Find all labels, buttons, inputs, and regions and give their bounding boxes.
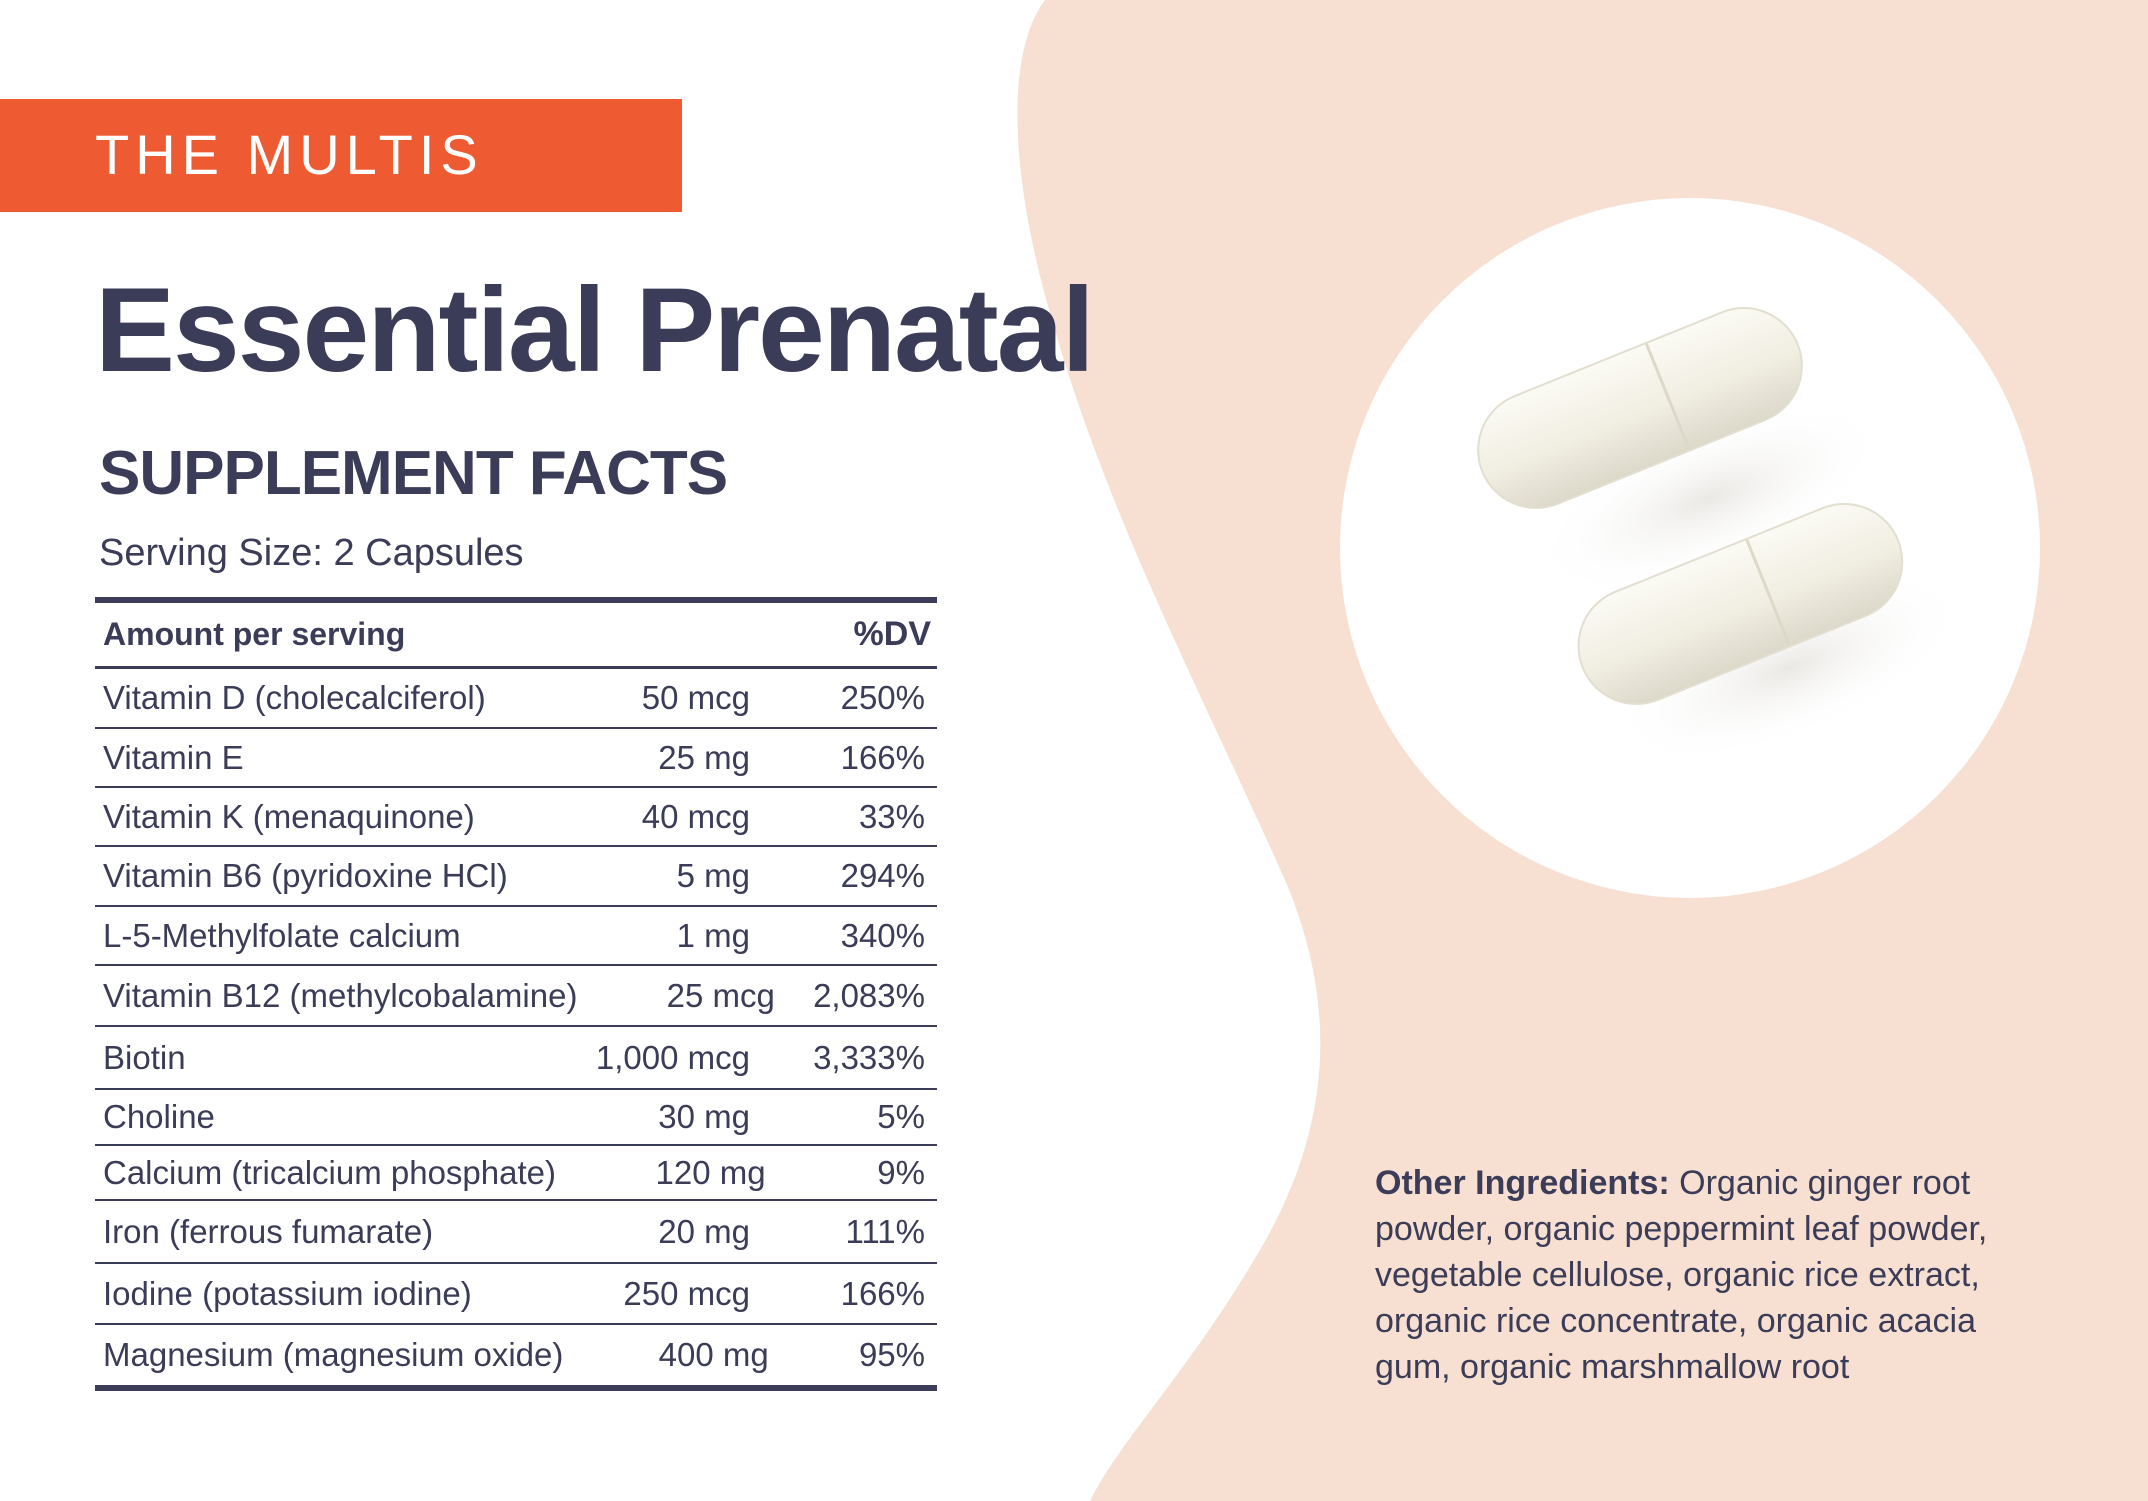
table-row: L-5-Methylfolate calcium 1 mg 340%: [95, 907, 937, 966]
table-row: Vitamin B12 (methylcobalamine) 25 mcg 2,…: [95, 966, 937, 1027]
table-top-rule: [95, 597, 937, 603]
nutrient-amount: 25 mg: [658, 738, 750, 776]
table-row: Biotin 1,000 mcg 3,333%: [95, 1027, 937, 1090]
table-header: Amount per serving %DV: [95, 603, 937, 666]
table-row: Vitamin D (cholecalciferol) 50 mcg 250%: [95, 669, 937, 729]
capsules-image-circle: [1340, 198, 2040, 898]
table-row: Vitamin K (menaquinone) 40 mcg 33%: [95, 788, 937, 847]
table-row: Iodine (potassium iodine) 250 mcg 166%: [95, 1264, 937, 1325]
nutrient-amount: 50 mcg: [641, 679, 750, 716]
capsule-pills-image: [1477, 307, 1969, 765]
other-ingredients-text: Organic ginger root powder, organic pepp…: [1375, 1164, 1988, 1386]
nutrient-amount: 1 mg: [676, 916, 750, 954]
supplement-facts-title: SUPPLEMENT FACTS: [99, 439, 728, 508]
nutrient-amount: 120 mg: [655, 1153, 766, 1191]
nutrient-amount: 20 mg: [658, 1212, 750, 1250]
nutrient-dv: 166%: [840, 1274, 925, 1312]
nutrient-name: Vitamin D (cholecalciferol): [103, 679, 486, 716]
nutrient-dv: 95%: [858, 1336, 925, 1373]
table-row: Vitamin E 25 mg 166%: [95, 729, 937, 788]
nutrient-dv: 250%: [840, 679, 925, 716]
table-row: Calcium (tricalcium phosphate) 120 mg 9%: [95, 1146, 937, 1201]
nutrient-name: Vitamin E: [103, 738, 244, 776]
serving-size: Serving Size: 2 Capsules: [99, 532, 524, 574]
header-daily-value: %DV: [853, 615, 931, 653]
table-row: Magnesium (magnesium oxide) 400 mg 95%: [95, 1325, 937, 1385]
brand-label: THE MULTIS: [95, 123, 484, 186]
nutrient-dv: 2,083%: [813, 976, 925, 1014]
nutrient-name: Iron (ferrous fumarate): [103, 1212, 434, 1250]
product-title: Essential Prenatal: [95, 263, 1095, 397]
nutrient-dv: 3,333%: [813, 1038, 925, 1076]
other-ingredients-label: Other Ingredients:: [1375, 1164, 1670, 1202]
nutrient-name: Biotin: [103, 1038, 186, 1076]
nutrient-amount: 250 mcg: [623, 1274, 750, 1312]
nutrient-dv: 340%: [840, 916, 925, 954]
other-ingredients: Other Ingredients: Organic ginger root p…: [1375, 1160, 2025, 1390]
table-row: Iron (ferrous fumarate) 20 mg 111%: [95, 1201, 937, 1264]
nutrient-amount: 1,000 mcg: [595, 1038, 750, 1076]
nutrient-name: Iodine (potassium iodine): [103, 1274, 472, 1312]
nutrient-dv: 294%: [840, 857, 925, 894]
table-row: Vitamin B6 (pyridoxine HCl) 5 mg 294%: [95, 847, 937, 907]
table-row: Choline 30 mg 5%: [95, 1090, 937, 1146]
nutrient-dv: 33%: [858, 797, 925, 835]
nutrient-name: Vitamin K (menaquinone): [103, 797, 475, 835]
nutrient-name: Magnesium (magnesium oxide): [103, 1336, 564, 1373]
nutrient-dv: 166%: [840, 738, 925, 776]
nutrient-dv: 5%: [877, 1098, 925, 1135]
nutrient-name: Vitamin B6 (pyridoxine HCl): [103, 857, 508, 894]
table-bottom-rule: [95, 1385, 937, 1391]
header-rule: [95, 666, 937, 669]
nutrient-amount: 40 mcg: [641, 797, 750, 835]
header-amount-per-serving: Amount per serving: [103, 616, 406, 652]
brand-banner: THE MULTIS: [0, 99, 682, 212]
nutrient-name: Choline: [103, 1098, 215, 1135]
nutrient-dv: 9%: [877, 1153, 925, 1191]
nutrient-amount: 400 mg: [658, 1336, 769, 1373]
nutrient-name: Vitamin B12 (methylcobalamine): [103, 976, 578, 1014]
supplement-facts-table: Amount per serving %DV Vitamin D (cholec…: [95, 597, 937, 1391]
nutrient-amount: 5 mg: [676, 857, 750, 894]
nutrient-amount: 25 mcg: [666, 976, 775, 1014]
nutrient-amount: 30 mg: [658, 1098, 750, 1135]
nutrient-name: Calcium (tricalcium phosphate): [103, 1153, 556, 1191]
nutrient-dv: 111%: [845, 1212, 925, 1250]
nutrient-name: L-5-Methylfolate calcium: [103, 916, 461, 954]
